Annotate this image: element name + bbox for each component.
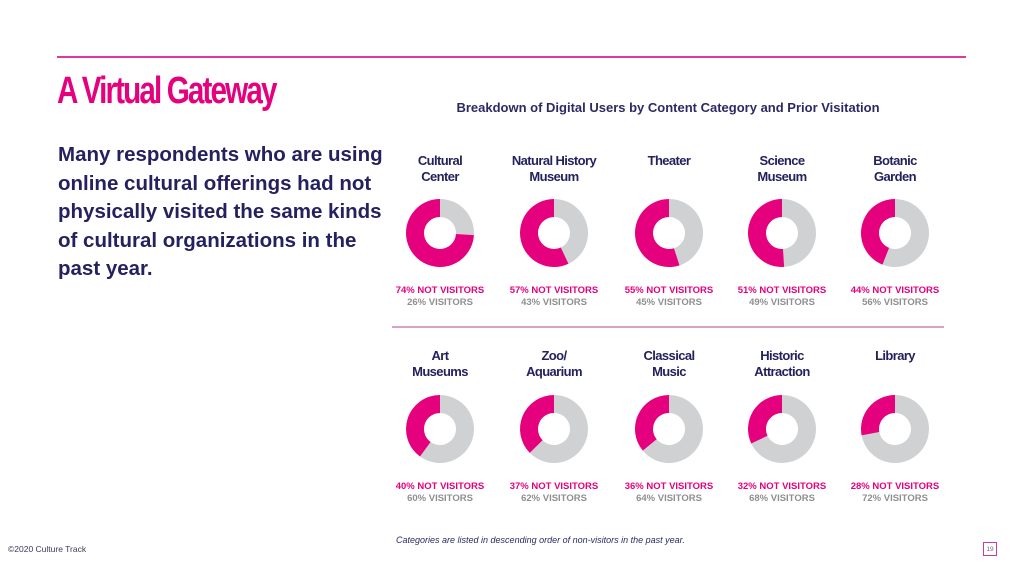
not-visitors-label: 57% NOT VISITORS bbox=[510, 285, 599, 296]
visitors-slice bbox=[751, 395, 816, 463]
not-visitors-slice bbox=[860, 395, 895, 436]
row-divider bbox=[392, 326, 944, 328]
not-visitors-label: 51% NOT VISITORS bbox=[738, 285, 827, 296]
category-label: Theater bbox=[648, 153, 691, 168]
category-label: Classical bbox=[644, 348, 695, 363]
not-visitors-slice bbox=[861, 199, 895, 265]
not-visitors-slice bbox=[635, 395, 669, 451]
top-divider bbox=[57, 56, 966, 58]
not-visitors-label: 40% NOT VISITORS bbox=[396, 481, 485, 492]
category-label: Attraction bbox=[754, 364, 810, 379]
visitors-label: 68% VISITORS bbox=[749, 493, 815, 504]
visitors-slice bbox=[440, 199, 475, 236]
not-visitors-slice bbox=[520, 199, 569, 267]
visitors-slice bbox=[782, 199, 817, 267]
not-visitors-slice bbox=[519, 395, 554, 453]
page-title: A Virtual Gateway bbox=[57, 70, 277, 112]
visitors-label: 43% VISITORS bbox=[521, 297, 587, 308]
not-visitors-label: 36% NOT VISITORS bbox=[625, 481, 714, 492]
visitors-label: 60% VISITORS bbox=[407, 493, 473, 504]
category-label: Music bbox=[652, 364, 686, 379]
category-label: Science bbox=[760, 153, 805, 168]
category-label: Museum bbox=[757, 169, 806, 184]
category-label: Library bbox=[875, 348, 916, 363]
visitors-slice bbox=[669, 199, 703, 266]
category-label: Art bbox=[432, 348, 450, 363]
not-visitors-slice bbox=[748, 395, 782, 444]
category-label: Aquarium bbox=[526, 364, 582, 379]
visitors-label: 62% VISITORS bbox=[521, 493, 587, 504]
category-label: Natural History bbox=[512, 153, 598, 168]
visitors-label: 56% VISITORS bbox=[862, 297, 928, 308]
category-label: Botanic bbox=[873, 153, 917, 168]
not-visitors-slice bbox=[406, 199, 474, 267]
category-label: Center bbox=[421, 169, 459, 184]
not-visitors-label: 28% NOT VISITORS bbox=[851, 481, 940, 492]
visitors-slice bbox=[642, 395, 703, 464]
lead-statement: Many respondents who are using online cu… bbox=[58, 143, 383, 280]
not-visitors-label: 44% NOT VISITORS bbox=[851, 285, 940, 296]
visitors-slice bbox=[554, 199, 589, 264]
category-label: Museum bbox=[529, 169, 578, 184]
not-visitors-label: 55% NOT VISITORS bbox=[625, 285, 714, 296]
not-visitors-slice bbox=[405, 395, 440, 457]
visitors-slice bbox=[882, 199, 929, 267]
category-label: Cultural bbox=[418, 153, 462, 168]
footnote: Categories are listed in descending orde… bbox=[396, 535, 685, 545]
visitors-label: 45% VISITORS bbox=[636, 297, 702, 308]
category-label: Museums bbox=[412, 364, 468, 379]
not-visitors-label: 74% NOT VISITORS bbox=[396, 285, 485, 296]
visitors-label: 26% VISITORS bbox=[407, 297, 473, 308]
chart-title: Breakdown of Digital Users by Content Ca… bbox=[456, 100, 880, 115]
copyright: ©2020 Culture Track bbox=[8, 544, 87, 554]
category-label: Zoo/ bbox=[541, 348, 567, 363]
visitors-label: 49% VISITORS bbox=[749, 297, 815, 308]
visitors-label: 72% VISITORS bbox=[862, 493, 928, 504]
visitors-slice bbox=[529, 395, 588, 464]
not-visitors-slice bbox=[635, 199, 680, 267]
visitors-slice bbox=[861, 395, 929, 463]
not-visitors-label: 37% NOT VISITORS bbox=[510, 481, 599, 492]
visitors-label: 64% VISITORS bbox=[636, 493, 702, 504]
not-visitors-label: 32% NOT VISITORS bbox=[738, 481, 827, 492]
category-label: Historic bbox=[760, 348, 804, 363]
page-number: 19 bbox=[983, 542, 997, 556]
category-label: Garden bbox=[874, 169, 917, 184]
visitors-slice bbox=[420, 395, 474, 463]
not-visitors-slice bbox=[748, 199, 785, 267]
